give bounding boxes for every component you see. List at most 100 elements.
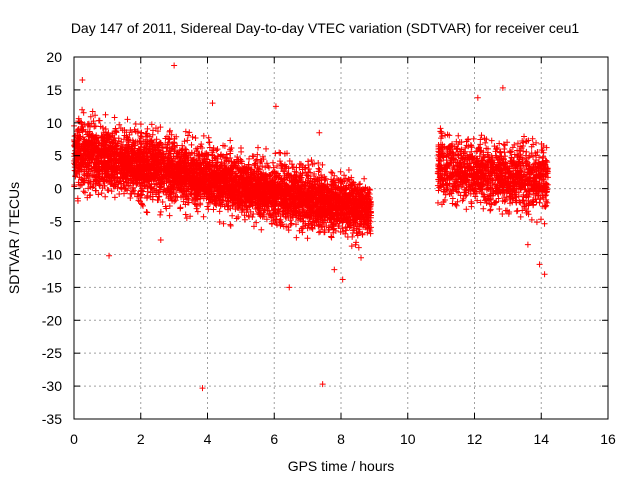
data-point	[220, 220, 227, 227]
data-point	[192, 135, 199, 142]
data-point	[124, 116, 131, 123]
data-point	[263, 145, 270, 152]
data-point	[277, 149, 284, 156]
data-point	[205, 206, 212, 213]
data-point	[157, 208, 164, 215]
data-point	[189, 133, 196, 140]
data-point	[304, 235, 311, 242]
data-point	[255, 144, 262, 151]
data-point	[95, 191, 102, 198]
data-point	[337, 168, 344, 175]
data-point	[157, 211, 164, 218]
data-point	[269, 159, 276, 166]
data-point	[177, 204, 184, 211]
grid	[74, 57, 608, 419]
data-point	[293, 234, 300, 241]
data-point	[229, 212, 236, 219]
data-point	[150, 127, 157, 134]
data-point	[258, 226, 265, 233]
data-point	[319, 161, 326, 168]
data-point	[263, 216, 270, 223]
data-point	[157, 124, 164, 131]
data-point	[349, 233, 356, 240]
data-point	[99, 124, 106, 131]
data-point	[345, 166, 352, 173]
data-point	[130, 187, 137, 194]
data-point	[263, 160, 270, 167]
data-point	[86, 192, 93, 199]
data-point	[311, 160, 318, 167]
data-point	[115, 135, 122, 142]
data-point	[305, 166, 312, 173]
data-point	[278, 162, 285, 169]
data-point	[315, 229, 322, 236]
data-point	[216, 218, 223, 225]
data-point	[80, 109, 87, 116]
data-point	[198, 141, 205, 148]
data-point	[299, 229, 306, 236]
data-point	[87, 113, 94, 120]
data-point	[214, 146, 221, 153]
data-point	[257, 159, 264, 166]
data-point	[144, 192, 151, 199]
data-point	[288, 220, 295, 227]
data-point	[355, 244, 362, 251]
data-point	[111, 114, 118, 121]
data-point	[182, 211, 189, 218]
data-point	[210, 206, 217, 213]
data-point	[98, 190, 105, 197]
data-point	[170, 139, 177, 146]
data-point	[183, 215, 190, 222]
data-point	[194, 208, 201, 215]
data-point	[286, 157, 293, 164]
data-point	[186, 129, 193, 136]
data-point	[342, 175, 349, 182]
data-point	[274, 162, 281, 169]
data-point	[80, 188, 87, 195]
data-point	[200, 132, 207, 139]
data-point	[102, 111, 109, 118]
data-point	[224, 203, 231, 210]
data-point	[111, 194, 118, 201]
data-point	[233, 215, 240, 222]
data-point	[328, 169, 335, 176]
data-point	[308, 157, 315, 164]
data-point	[204, 203, 211, 210]
data-point	[159, 199, 166, 206]
data-point	[137, 121, 144, 128]
data-point	[166, 212, 173, 219]
data-point	[148, 121, 155, 128]
data-point	[227, 137, 234, 144]
data-point	[235, 214, 242, 221]
data-point	[292, 221, 299, 228]
data-point	[305, 158, 312, 165]
data-point	[241, 216, 248, 223]
data-point	[249, 213, 256, 220]
data-point	[227, 221, 234, 228]
data-point	[188, 141, 195, 148]
data-point	[96, 117, 103, 124]
data-point	[181, 138, 188, 145]
data-point	[348, 243, 355, 250]
data-points	[71, 62, 551, 392]
data-point	[253, 219, 260, 226]
data-point	[254, 156, 261, 163]
chart-title: Day 147 of 2011, Sidereal Day-to-day VTE…	[71, 20, 580, 36]
data-point	[216, 208, 223, 215]
data-point	[341, 172, 348, 179]
data-point	[148, 137, 155, 144]
data-point	[200, 213, 207, 220]
data-point	[160, 188, 167, 195]
data-point	[81, 189, 88, 196]
data-point	[143, 209, 150, 216]
data-point	[79, 106, 86, 113]
data-point	[102, 193, 109, 200]
data-point	[132, 120, 139, 127]
data-point	[187, 213, 194, 220]
data-point	[212, 201, 219, 208]
data-point	[166, 128, 173, 135]
data-point	[184, 137, 191, 144]
data-point	[182, 128, 189, 135]
